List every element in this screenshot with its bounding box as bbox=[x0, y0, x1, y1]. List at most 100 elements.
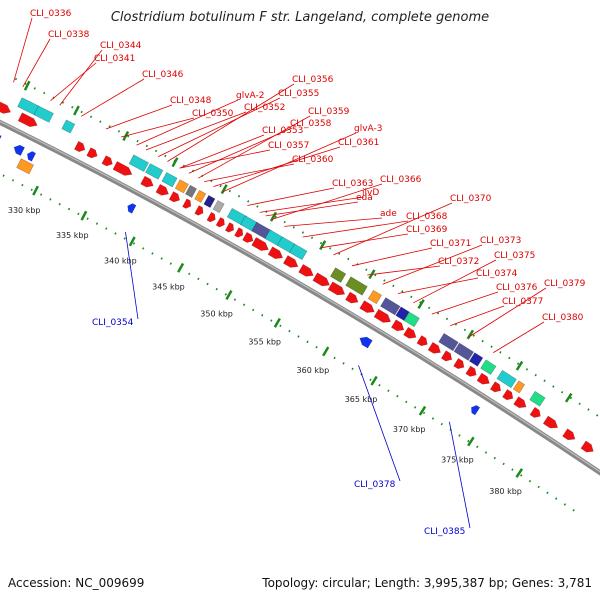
forward-gene-arrow bbox=[215, 216, 225, 228]
forward-gene-arrow bbox=[182, 198, 192, 209]
reverse-gene-arrow bbox=[359, 336, 373, 349]
kbp-tick-label: 340 kbp bbox=[104, 256, 137, 265]
leader-line bbox=[80, 78, 145, 117]
feature-box bbox=[33, 105, 54, 123]
leader-line bbox=[167, 83, 295, 162]
forward-gene-label: CLI_0359 bbox=[308, 107, 350, 117]
kbp-tick-label: 380 kbp bbox=[489, 487, 522, 496]
tick-mark-inner bbox=[273, 317, 281, 328]
kbp-tick-label: 345 kbp bbox=[152, 283, 185, 292]
feature-box bbox=[212, 200, 225, 214]
forward-gene-arrow bbox=[168, 191, 181, 203]
leader-line bbox=[13, 17, 33, 83]
map-title: Clostridium botulinum F str. Langeland, … bbox=[110, 10, 490, 25]
forward-gene-label: CLI_0360 bbox=[292, 155, 334, 165]
forward-gene-label: CLI_0366 bbox=[380, 175, 422, 185]
tick-mark-outer bbox=[319, 240, 327, 251]
forward-gene-label: CLI_0358 bbox=[290, 119, 332, 129]
forward-gene-label: CLI_0374 bbox=[476, 269, 518, 279]
reverse-gene-label: CLI_0354 bbox=[92, 318, 134, 328]
tick-mark-inner bbox=[370, 375, 378, 386]
leader-line bbox=[222, 132, 357, 193]
tick-mark-inner bbox=[128, 236, 136, 247]
forward-gene-arrow bbox=[580, 440, 594, 453]
feature-box bbox=[480, 359, 497, 376]
tick-mark-outer bbox=[417, 299, 425, 309]
kbp-tick-label: 370 kbp bbox=[393, 425, 426, 434]
forward-gene-arrow bbox=[403, 326, 417, 339]
topology-label: Topology: bbox=[262, 576, 319, 590]
forward-gene-arrow bbox=[206, 211, 216, 223]
length-value: 3,995,387 bp bbox=[423, 576, 504, 590]
leader-line bbox=[468, 287, 547, 338]
accession-label: Accession: bbox=[8, 576, 72, 590]
leader-line bbox=[136, 99, 239, 146]
leader-line bbox=[382, 244, 483, 285]
leader-line bbox=[493, 321, 545, 353]
forward-gene-label: CLI_0356 bbox=[292, 75, 334, 85]
forward-gene-arrow bbox=[298, 264, 314, 277]
forward-gene-arrow bbox=[359, 300, 375, 313]
forward-gene-arrow bbox=[282, 255, 299, 268]
accession-info: Accession: NC_009699 bbox=[8, 576, 144, 590]
forward-gene-arrow bbox=[112, 161, 133, 176]
leader-line bbox=[50, 62, 97, 102]
forward-gene-arrow bbox=[155, 183, 169, 196]
forward-gene-arrow bbox=[465, 365, 477, 377]
forward-gene-label: CLI_0368 bbox=[406, 212, 448, 222]
forward-gene-label: eda bbox=[356, 193, 373, 203]
forward-gene-label: CLI_0363 bbox=[332, 179, 373, 189]
forward-gene-arrow bbox=[427, 341, 441, 354]
forward-gene-arrow bbox=[453, 357, 465, 370]
forward-gene-arrow bbox=[542, 415, 559, 429]
accession-value: NC_009699 bbox=[75, 576, 145, 590]
forward-gene-label: CLI_0344 bbox=[100, 41, 142, 51]
feature-box bbox=[529, 390, 546, 407]
feature-box bbox=[61, 119, 76, 134]
leader-line bbox=[145, 111, 247, 151]
forward-gene-label: CLI_0352 bbox=[244, 103, 285, 113]
forward-gene-label: ade bbox=[380, 209, 397, 219]
forward-gene-label: glvA-3 bbox=[354, 124, 382, 134]
tick-mark-outer bbox=[466, 329, 475, 340]
leader-line bbox=[321, 233, 409, 249]
feature-box bbox=[174, 179, 189, 194]
forward-gene-label: glvA-2 bbox=[236, 91, 264, 101]
forward-gene-label: CLI_0376 bbox=[496, 283, 538, 293]
kbp-tick-label: 365 kbp bbox=[345, 395, 378, 404]
leader-line bbox=[179, 149, 271, 169]
label-layer: CLI_0336 CLI_0338 CLI_0344 CLI_0341 CLI_0346… bbox=[30, 9, 586, 537]
kbp-tick-label: 375 kbp bbox=[441, 456, 474, 465]
leader-line bbox=[213, 146, 341, 187]
backbone-layer bbox=[0, 119, 600, 476]
forward-gene-label: CLI_0353 bbox=[262, 126, 303, 136]
forward-gene-arrow bbox=[373, 308, 392, 323]
tick-mark-outer bbox=[564, 392, 573, 403]
kbp-tick-label: 360 kbp bbox=[297, 366, 330, 375]
feature-box bbox=[161, 172, 178, 188]
reverse-gene-label: CLI_0378 bbox=[354, 480, 396, 490]
feature-box bbox=[203, 194, 216, 209]
leader-line bbox=[204, 163, 295, 182]
leader-line bbox=[449, 421, 471, 529]
forward-gene-label: CLI_0370 bbox=[450, 194, 492, 204]
leader-line bbox=[431, 291, 499, 315]
topology-info: Topology: circular; Length: 3,995,387 bp… bbox=[262, 576, 592, 590]
reverse-gene-arrow bbox=[127, 203, 137, 214]
forward-gene-arrow bbox=[0, 101, 12, 114]
feature-box bbox=[194, 189, 207, 203]
reverse-gene-arrow bbox=[13, 144, 25, 156]
kbp-tick-label: 355 kbp bbox=[248, 337, 281, 346]
feature-box bbox=[403, 311, 420, 328]
forward-gene-label: CLI_0355 bbox=[278, 89, 319, 99]
forward-gene-arrow bbox=[234, 227, 244, 238]
forward-gene-arrow bbox=[327, 281, 346, 296]
forward-gene-arrow bbox=[242, 231, 254, 243]
forward-gene-arrow bbox=[194, 205, 204, 216]
forward-gene-arrow bbox=[416, 335, 428, 347]
leader-line bbox=[265, 201, 359, 217]
leader-line bbox=[302, 220, 409, 238]
forward-gene-arrow bbox=[312, 272, 330, 287]
leader-line bbox=[22, 38, 51, 88]
